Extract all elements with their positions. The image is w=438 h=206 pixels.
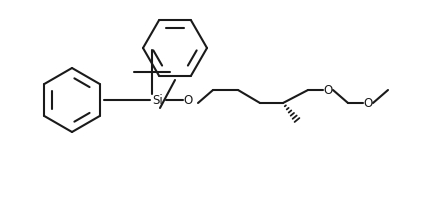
Text: Si: Si [152,94,163,107]
Text: O: O [323,83,332,96]
Text: O: O [364,96,373,110]
Text: O: O [184,94,193,107]
